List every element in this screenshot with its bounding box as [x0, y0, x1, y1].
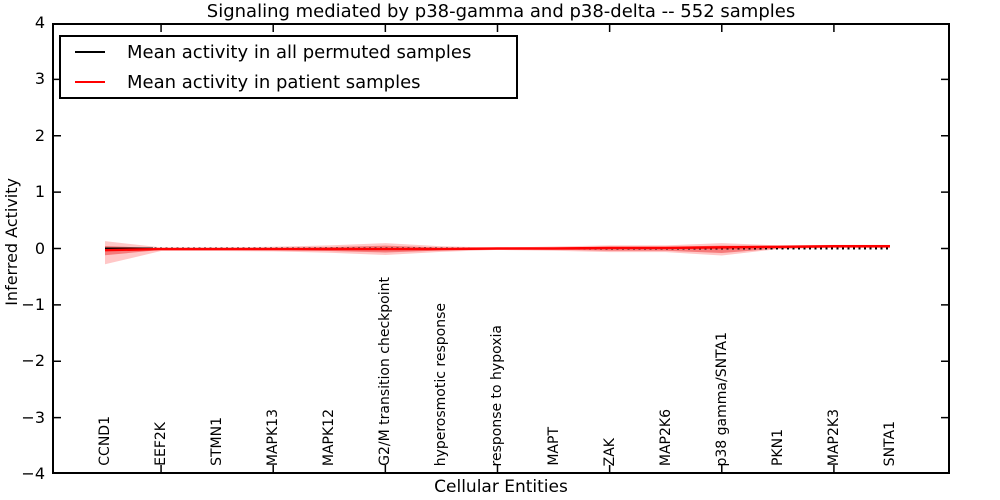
y-tick-label: 0 [34, 238, 45, 258]
y-tick-label: −3 [21, 407, 45, 427]
legend-line-sample-black [75, 51, 105, 53]
y-tick-label: 3 [34, 69, 45, 89]
y-tick-label: 2 [34, 125, 45, 145]
y-tick-label: −4 [21, 464, 45, 483]
y-tick-label: −1 [21, 294, 45, 314]
legend: Mean activity in all permuted samples Me… [59, 35, 518, 99]
chart-title: Signaling mediated by p38-gamma and p38-… [206, 1, 796, 22]
legend-item-patient: Mean activity in patient samples [75, 71, 516, 93]
plot-area [52, 23, 950, 474]
y-tick-label: 4 [34, 13, 45, 32]
legend-label-permuted: Mean activity in all permuted samples [127, 41, 472, 63]
y-tick-label: −2 [21, 351, 45, 371]
legend-item-permuted: Mean activity in all permuted samples [75, 41, 516, 63]
legend-line-sample-red [75, 81, 105, 83]
legend-label-patient: Mean activity in patient samples [127, 71, 421, 93]
y-tick-label: 1 [34, 182, 45, 202]
x-axis-label: Cellular Entities [434, 477, 568, 497]
